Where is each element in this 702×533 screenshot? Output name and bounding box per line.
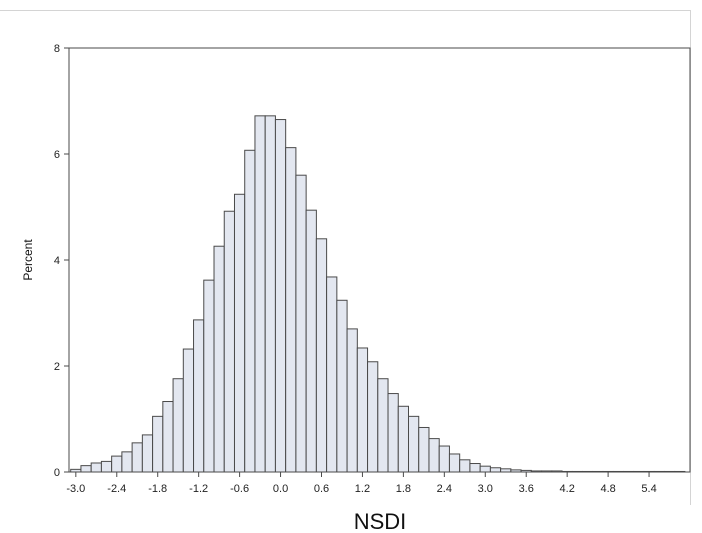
x-tick-label: 0.6 bbox=[314, 483, 329, 495]
histogram-bar bbox=[100, 460, 113, 473]
histogram-bar bbox=[193, 319, 205, 473]
histogram-bar bbox=[80, 465, 92, 473]
histogram-bar bbox=[438, 445, 450, 473]
histogram-bar bbox=[489, 467, 502, 473]
x-tick-label: -1.2 bbox=[189, 483, 208, 495]
histogram-bar bbox=[244, 149, 256, 473]
y-axis-title: Percent bbox=[21, 239, 35, 281]
histogram-bar bbox=[459, 459, 471, 473]
histogram-bar bbox=[152, 415, 164, 473]
x-tick-label: 3.6 bbox=[519, 483, 534, 495]
histogram-bar bbox=[121, 451, 133, 473]
y-tick-label: 6 bbox=[54, 149, 60, 161]
histogram-bar bbox=[387, 393, 399, 473]
x-tick-label: -2.4 bbox=[107, 483, 126, 495]
y-axis: 0 2 4 6 8 bbox=[54, 43, 69, 479]
histogram-bar bbox=[264, 115, 276, 473]
histogram-bar bbox=[254, 115, 266, 473]
x-tick-label: 2.4 bbox=[437, 483, 452, 495]
histogram-bar bbox=[336, 299, 348, 473]
histogram-bar bbox=[182, 348, 195, 473]
x-tick-label: 1.8 bbox=[396, 483, 411, 495]
x-axis-title: NSDI bbox=[354, 509, 407, 533]
y-tick-label: 0 bbox=[54, 467, 60, 479]
histogram-bar bbox=[203, 279, 215, 473]
histogram-bars bbox=[70, 115, 686, 473]
histogram-bar bbox=[172, 378, 184, 473]
histogram-bar bbox=[162, 401, 174, 473]
histogram-bar bbox=[356, 347, 369, 473]
histogram-bar bbox=[305, 209, 317, 473]
histogram-bar bbox=[131, 442, 143, 473]
histogram-bar bbox=[295, 174, 307, 473]
figure-frame-top bbox=[0, 10, 691, 11]
histogram-bar bbox=[141, 434, 154, 473]
x-tick-label: -0.6 bbox=[230, 483, 249, 495]
histogram-bar bbox=[377, 378, 389, 473]
y-tick-label: 4 bbox=[54, 255, 60, 267]
histogram-bar bbox=[479, 465, 491, 473]
histogram-bar bbox=[233, 193, 246, 473]
histogram-bar bbox=[213, 245, 225, 473]
x-tick-label: 5.4 bbox=[641, 483, 656, 495]
histogram-bar bbox=[223, 210, 235, 473]
histogram-bar bbox=[346, 328, 358, 473]
x-tick-label: 4.8 bbox=[600, 483, 615, 495]
histogram-bar bbox=[285, 147, 297, 473]
histogram-bar bbox=[408, 415, 420, 473]
histogram-bar bbox=[418, 426, 430, 473]
x-tick-label: 3.0 bbox=[478, 483, 493, 495]
histogram-bar bbox=[90, 462, 102, 473]
x-tick-label: 4.2 bbox=[560, 483, 575, 495]
histogram-bar bbox=[397, 405, 410, 473]
y-tick-label: 2 bbox=[54, 361, 60, 373]
histogram-bar bbox=[326, 276, 338, 473]
x-tick-label: -3.0 bbox=[66, 483, 85, 495]
histogram-bar bbox=[315, 238, 328, 473]
histogram-bar bbox=[367, 361, 379, 473]
x-tick-label: 1.2 bbox=[355, 483, 370, 495]
x-tick-label: -1.8 bbox=[148, 483, 167, 495]
histogram-bar bbox=[428, 438, 440, 473]
x-axis: -3.0 -2.4 -1.8 -1.2 -0.6 0.0 0.6 1.2 1.8 2.4 3.0 3.… bbox=[66, 472, 657, 495]
histogram-bar bbox=[469, 463, 481, 473]
y-tick-label: 8 bbox=[54, 43, 60, 55]
histogram-bar bbox=[111, 455, 123, 473]
histogram-bar bbox=[274, 119, 287, 473]
x-tick-label: 0.0 bbox=[273, 483, 288, 495]
histogram-bar bbox=[448, 453, 461, 473]
